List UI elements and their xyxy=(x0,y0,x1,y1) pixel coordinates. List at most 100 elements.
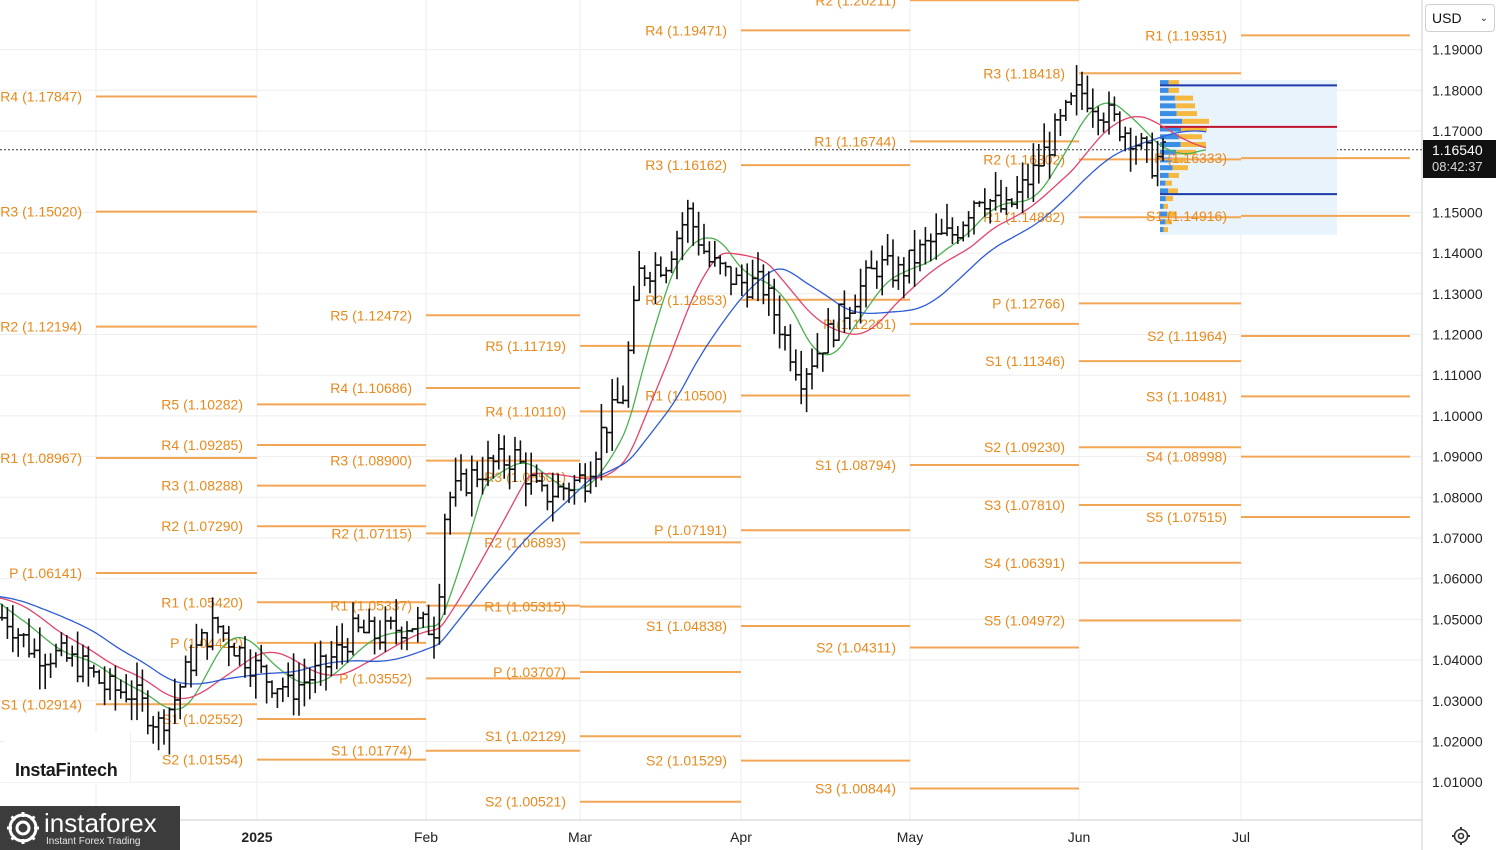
ohlc-bar xyxy=(1068,92,1075,106)
volume-bar-buy xyxy=(1160,95,1175,101)
ohlc-bar xyxy=(31,638,38,658)
ohlc-bar xyxy=(371,616,378,655)
ohlc-bar xyxy=(965,211,972,238)
volume-bar-sell xyxy=(1165,219,1172,225)
instaforex-logo-icon xyxy=(7,812,39,844)
ohlc-bar xyxy=(873,260,880,289)
ohlc-bar xyxy=(566,482,572,504)
volume-bar-sell xyxy=(1168,188,1178,194)
pivot-label: S5 (1.07515) xyxy=(1146,509,1227,525)
ohlc-bar xyxy=(657,256,664,278)
volume-bar-sell xyxy=(1176,111,1197,117)
volume-bar-buy xyxy=(1160,149,1177,155)
pivot-label: S4 (1.08998) xyxy=(1146,449,1227,465)
y-tick-label: 1.19000 xyxy=(1432,42,1483,58)
volume-bar-buy xyxy=(1160,172,1169,178)
ohlc-bar xyxy=(641,265,648,287)
volume-bar-sell xyxy=(1163,227,1168,233)
ohlc-bar xyxy=(26,618,32,658)
volume-bar-buy xyxy=(1160,111,1177,117)
pivot-label: R2 (1.12194) xyxy=(0,319,82,335)
ohlc-bar xyxy=(312,643,319,694)
ohlc-bar xyxy=(1057,108,1064,137)
volume-bar-sell xyxy=(1165,196,1173,202)
ohlc-bar xyxy=(4,607,11,639)
ohlc-bar xyxy=(452,457,459,507)
x-tick-label: Jun xyxy=(1068,829,1091,845)
pivot-label: S5 (1.04972) xyxy=(984,613,1065,629)
volume-bar-sell xyxy=(1168,87,1179,93)
ohlc-bar xyxy=(1160,137,1166,162)
ohlc-bar xyxy=(1106,91,1112,135)
ohlc-bar xyxy=(468,455,475,517)
x-tick-label: Apr xyxy=(730,829,752,845)
ohlc-bar xyxy=(285,662,292,698)
ohlc-bar xyxy=(123,674,130,703)
pivot-label: S3 (1.00844) xyxy=(815,781,896,797)
pivot-label: S2 (1.01529) xyxy=(646,753,727,769)
y-tick-label: 1.03000 xyxy=(1432,693,1483,709)
current-price: 1.16540 xyxy=(1432,142,1483,158)
pivot-label: R3 (1.18418) xyxy=(983,65,1065,81)
ohlc-bar xyxy=(927,233,934,262)
ohlc-bar xyxy=(1138,132,1145,150)
pivot-label: R2 (1.07115) xyxy=(331,525,412,541)
y-tick-label: 1.06000 xyxy=(1432,571,1483,587)
volume-bar-sell xyxy=(1176,149,1196,155)
ohlc-bar xyxy=(722,261,729,277)
ohlc-bar xyxy=(749,259,756,300)
ohlc-bar xyxy=(1133,135,1139,165)
volume-bar-sell xyxy=(1165,180,1172,186)
ohlc-bar xyxy=(441,513,448,615)
ohlc-bar xyxy=(792,349,799,381)
ohlc-bar xyxy=(155,711,162,751)
ohlc-bar xyxy=(279,677,286,703)
y-tick-label: 1.02000 xyxy=(1432,734,1483,750)
pivot-label: R3 (1.08900) xyxy=(330,453,412,469)
ohlc-bar xyxy=(1014,175,1021,209)
ohlc-bar xyxy=(690,202,697,246)
volume-bar-buy xyxy=(1160,87,1169,93)
pivot-label: R2 (1.16302) xyxy=(983,151,1065,167)
ohlc-bar xyxy=(398,626,405,650)
ohlc-bar xyxy=(684,199,691,243)
ohlc-bar xyxy=(809,348,815,390)
ohlc-bar xyxy=(1111,96,1118,122)
volume-bar-buy xyxy=(1160,126,1182,132)
pivot-label: S3 (1.07810) xyxy=(984,497,1065,513)
currency-selector[interactable]: USD ⌄ xyxy=(1425,4,1495,32)
y-tick-label: 1.13000 xyxy=(1432,286,1483,302)
chevron-down-icon: ⌄ xyxy=(1479,12,1488,24)
x-tick-label: Feb xyxy=(414,829,438,845)
volume-bar-sell xyxy=(1180,141,1206,147)
ohlc-bar xyxy=(620,385,626,405)
pivot-label: S1 (1.02552) xyxy=(162,711,243,727)
ohlc-bar xyxy=(409,628,416,633)
ohlc-bar xyxy=(938,218,945,235)
ohlc-bar xyxy=(744,263,751,308)
price-bars xyxy=(0,65,1166,755)
pivot-label: S1 (1.02129) xyxy=(485,728,566,744)
volume-bar-buy xyxy=(1160,103,1176,109)
volume-bar-buy xyxy=(1160,118,1183,124)
ohlc-bar xyxy=(263,664,270,704)
ohlc-bar xyxy=(355,614,362,633)
ohlc-bar xyxy=(101,666,108,706)
pivot-label: P (1.06141) xyxy=(9,565,82,581)
ohlc-bar xyxy=(776,295,783,349)
instafintech-logo-text: InstaFintech xyxy=(15,760,118,780)
pivot-label: R5 (1.10282) xyxy=(161,396,243,412)
ohlc-bar xyxy=(134,662,140,721)
ohlc-bar xyxy=(819,352,826,372)
pivot-label: R1 (1.05315) xyxy=(484,599,566,615)
pivot-label: R2 (1.20211) xyxy=(815,0,896,8)
x-tick-label: Jul xyxy=(1232,829,1250,845)
ohlc-bar xyxy=(922,227,929,265)
pivot-label: P (1.12261) xyxy=(823,316,896,332)
ohlc-bar xyxy=(576,463,583,483)
ohlc-bar xyxy=(695,211,702,256)
y-tick-label: 1.01000 xyxy=(1432,774,1483,790)
settings-icon[interactable] xyxy=(1451,826,1471,846)
pivot-label: R2 (1.12853) xyxy=(645,292,727,308)
